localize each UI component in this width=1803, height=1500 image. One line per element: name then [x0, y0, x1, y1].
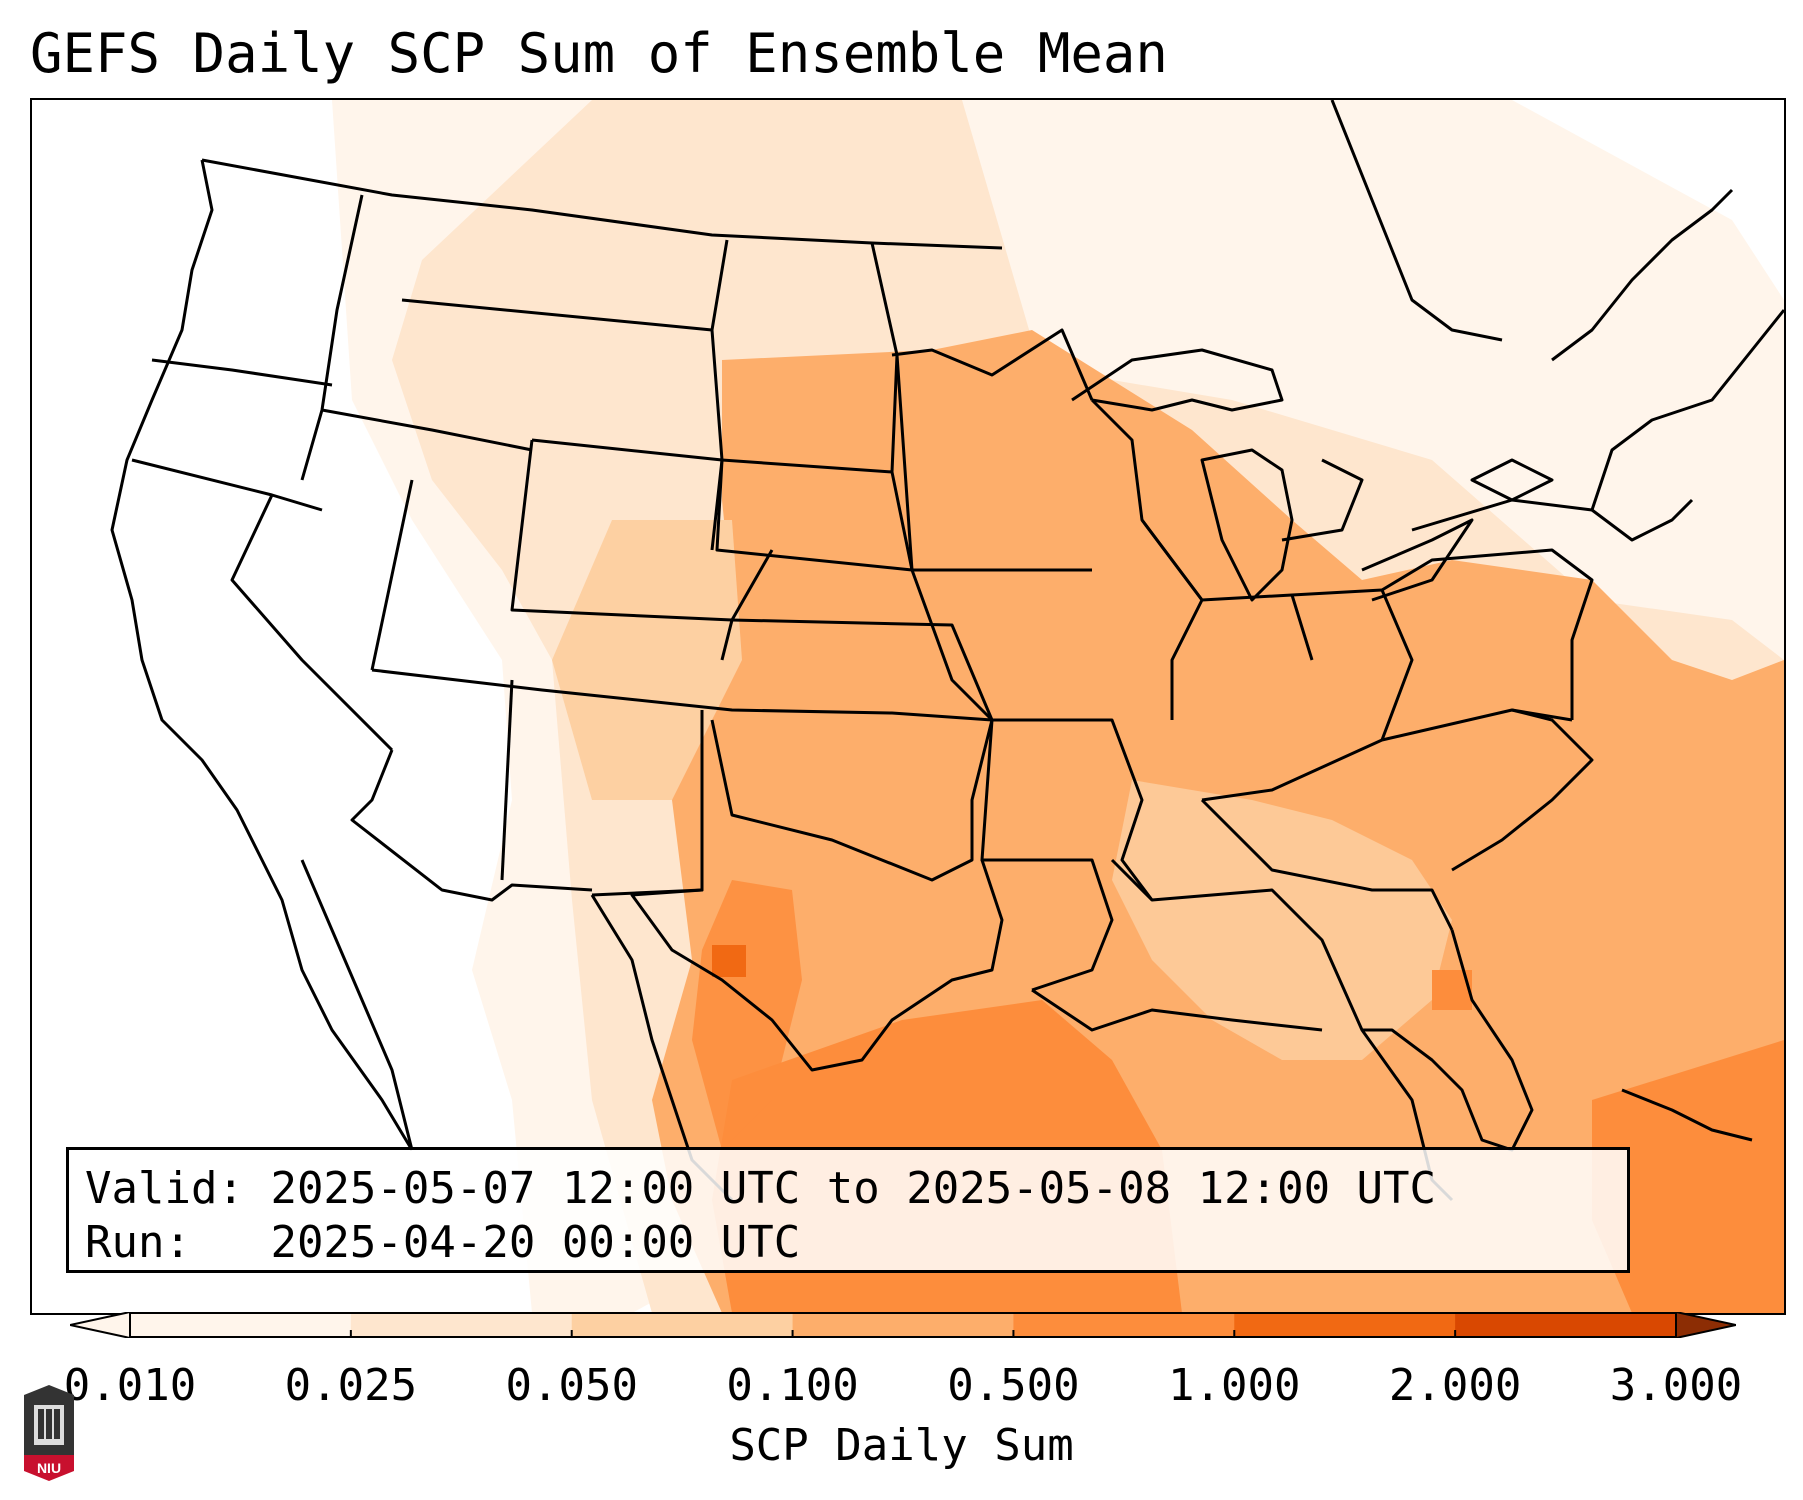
- colorbar-extend-low: [70, 1312, 131, 1338]
- colorbar-tick-labels: 0.010 0.025 0.050 0.100 0.500 1.000 2.000 3.000: [0, 1360, 1803, 1411]
- run-value: 2025-04-20 00:00 UTC: [270, 1217, 801, 1268]
- map-title: GEFS Daily SCP Sum of Ensemble Mean: [30, 22, 1168, 85]
- valid-label: Valid:: [85, 1163, 244, 1214]
- niu-logo: NIU: [24, 1385, 74, 1481]
- colorbar-segment: [1234, 1312, 1456, 1338]
- colorbar-tick-label: 0.010: [63, 1360, 197, 1411]
- state-borders: [110, 100, 1784, 1202]
- colorbar-segment: [792, 1312, 1014, 1338]
- colorbar-tick-label: 2.000: [1388, 1360, 1522, 1411]
- colorbar-tick-label: 1.000: [1168, 1360, 1301, 1411]
- valid-row: Valid: 2025-05-07 12:00 UTC to 2025-05-0…: [85, 1162, 1627, 1216]
- colorbar-segment: [1455, 1312, 1677, 1338]
- map-panel: [30, 98, 1786, 1315]
- scp-map: [110, 100, 1784, 1313]
- colorbar-tick-label: 3.000: [1609, 1360, 1743, 1411]
- colorbar-frame: [129, 1312, 1677, 1338]
- colorbar-tick-label: 0.100: [726, 1360, 859, 1411]
- colorbar-label: SCP Daily Sum: [729, 1420, 1074, 1471]
- colorbar-extend-high: [1675, 1312, 1736, 1338]
- svg-text:NIU: NIU: [37, 1460, 61, 1476]
- colorbar-segment: [350, 1312, 573, 1338]
- colorbar: [70, 1312, 1736, 1338]
- colorbar-tick-label: 0.025: [284, 1360, 418, 1411]
- valid-value: 2025-05-07 12:00 UTC to 2025-05-08 12:00…: [270, 1163, 1437, 1214]
- colorbar-segment: [130, 1312, 352, 1338]
- valid-run-infobox: Valid: 2025-05-07 12:00 UTC to 2025-05-0…: [66, 1147, 1630, 1273]
- scp-shading: [332, 100, 1784, 1313]
- colorbar-segment: [571, 1312, 794, 1338]
- run-label: Run:: [85, 1217, 191, 1268]
- run-row: Run: 2025-04-20 00:00 UTC: [85, 1216, 1627, 1270]
- colorbar-segment: [1013, 1312, 1235, 1338]
- colorbar-tick-label: 0.050: [505, 1360, 638, 1411]
- colorbar-tick-label: 0.500: [947, 1360, 1080, 1411]
